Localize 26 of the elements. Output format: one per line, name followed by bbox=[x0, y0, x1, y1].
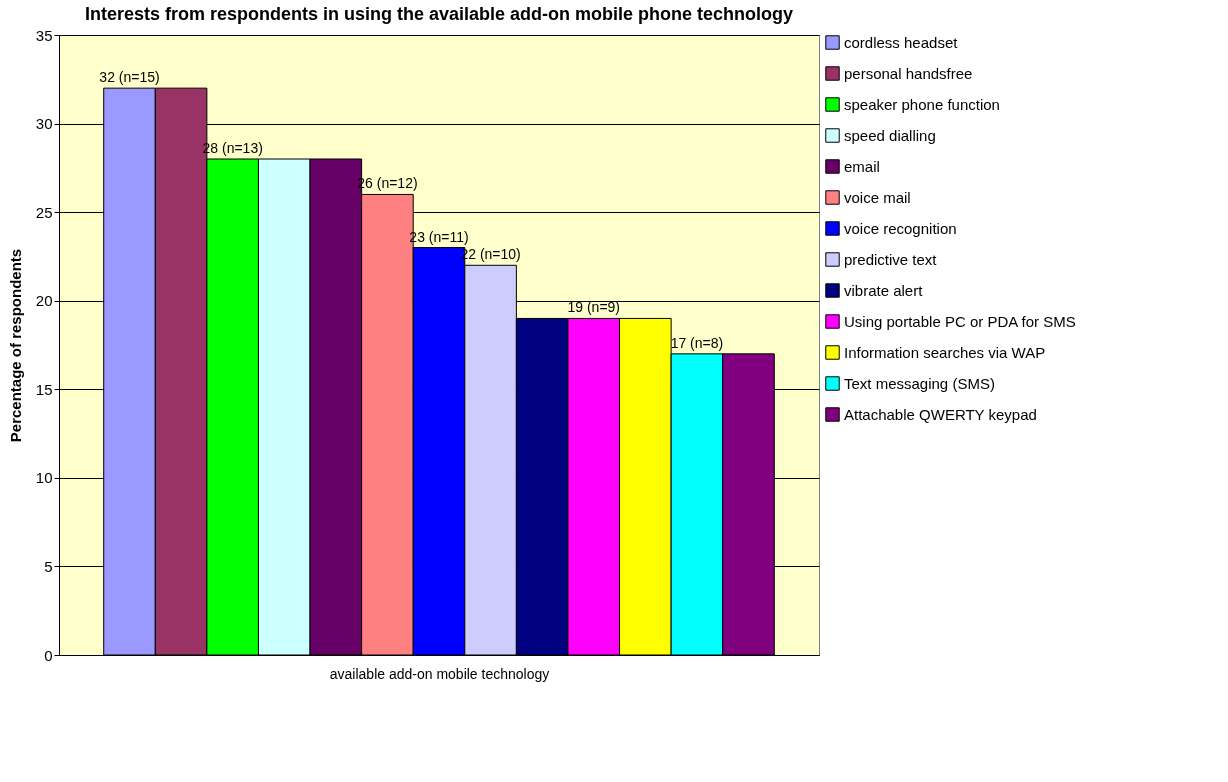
legend-label: speaker phone function bbox=[844, 95, 1000, 113]
y-tick-label: 20 bbox=[35, 292, 53, 310]
y-tick-label: 30 bbox=[35, 115, 53, 133]
y-tick-label: 5 bbox=[44, 557, 53, 575]
legend-label: vibrate alert bbox=[844, 281, 924, 299]
y-tick-label: 10 bbox=[35, 469, 53, 487]
y-tick-label: 35 bbox=[35, 26, 53, 44]
y-tick-label: 25 bbox=[35, 203, 53, 221]
legend-label: personal handsfree bbox=[844, 64, 973, 82]
data-label: 19 (n=9) bbox=[567, 299, 621, 316]
y-tick-label: 15 bbox=[35, 380, 53, 398]
legend-label: voice mail bbox=[844, 188, 911, 206]
legend-label: Using portable PC or PDA for SMS bbox=[844, 312, 1076, 330]
legend-label: voice recognition bbox=[844, 219, 957, 237]
y-tick-label: 0 bbox=[44, 646, 53, 664]
legend-label: Text messaging (SMS) bbox=[844, 374, 995, 392]
legend-label: speed dialling bbox=[844, 126, 936, 144]
y-axis-title: Percentage of respondents bbox=[6, 248, 24, 443]
legend-label: cordless headset bbox=[844, 33, 959, 51]
legend-label: email bbox=[844, 157, 880, 175]
chart-title: Interests from respondents in using the available add-on mobile phone technology bbox=[84, 4, 794, 24]
data-label: 32 (n=15) bbox=[99, 69, 160, 86]
legend-label: Information searches via WAP bbox=[844, 343, 1046, 361]
x-axis-title: available add-on mobile technology bbox=[329, 665, 550, 682]
legend-label: predictive text bbox=[844, 250, 938, 268]
legend-label: Attachable QWERTY keypad bbox=[844, 405, 1037, 423]
